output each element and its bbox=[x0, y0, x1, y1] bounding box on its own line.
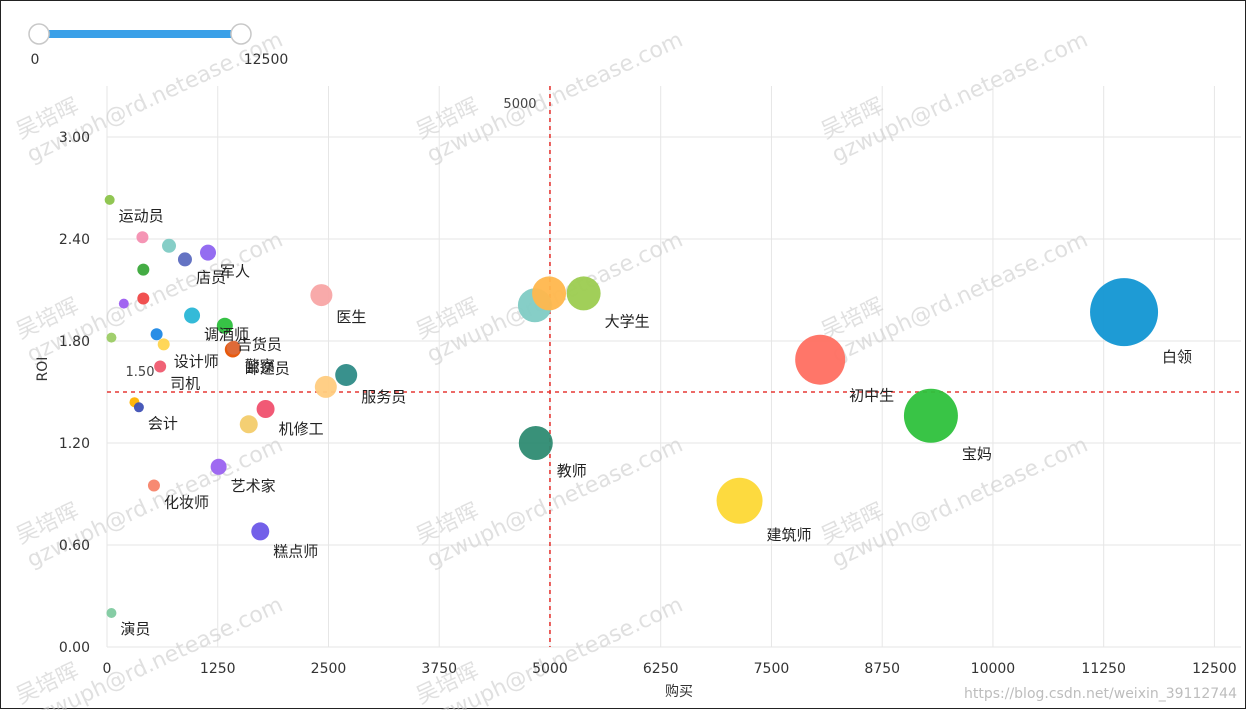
watermark-email: gzwuph@rd.netease.com bbox=[423, 592, 686, 710]
y-tick-label: 1.20 bbox=[59, 436, 90, 452]
point-label: 司机 bbox=[170, 375, 200, 393]
point-label: 服务员 bbox=[361, 388, 406, 406]
point-label: 教师 bbox=[557, 462, 587, 480]
x-tick-label: 8750 bbox=[864, 661, 900, 677]
data-point[interactable] bbox=[1090, 278, 1159, 347]
data-point[interactable] bbox=[518, 426, 553, 460]
x-tick-label: 5000 bbox=[532, 661, 568, 677]
credit-text: https://blog.csdn.net/weixin_39112744 bbox=[964, 686, 1237, 702]
range-slider[interactable]: 0 12500 bbox=[28, 23, 289, 68]
point-label: 艺术家 bbox=[231, 477, 276, 495]
data-point[interactable] bbox=[104, 194, 115, 205]
point-label: 白领 bbox=[1162, 348, 1192, 366]
point-label: 初中生 bbox=[849, 387, 894, 405]
point-label: 机修工 bbox=[279, 420, 324, 438]
data-point[interactable] bbox=[310, 284, 333, 307]
data-point[interactable] bbox=[136, 231, 149, 244]
data-point[interactable] bbox=[335, 364, 358, 386]
point-label: 军人 bbox=[220, 263, 250, 281]
x-tick-label: 3750 bbox=[421, 661, 457, 677]
point-label: 警察 bbox=[245, 357, 275, 375]
reference-lines: 5000 1.50 bbox=[107, 86, 1241, 647]
point-label: 店员 bbox=[196, 268, 226, 286]
data-point[interactable] bbox=[150, 328, 163, 341]
point-label: 告货员 bbox=[237, 336, 282, 354]
y-tick-label: 3.00 bbox=[59, 130, 90, 146]
data-point[interactable] bbox=[177, 252, 192, 267]
y-tick-label: 2.40 bbox=[59, 232, 90, 248]
slider-max-label: 12500 bbox=[244, 52, 289, 68]
ref-line-x-label: 5000 bbox=[503, 97, 536, 112]
data-point[interactable] bbox=[210, 458, 227, 475]
ref-line-y-label: 1.50 bbox=[126, 365, 155, 380]
y-tick-label: 0.60 bbox=[59, 538, 90, 554]
y-tick-label: 1.80 bbox=[59, 334, 90, 350]
slider-min-handle[interactable] bbox=[28, 23, 50, 45]
x-tick-label: 12500 bbox=[1192, 661, 1237, 677]
point-label: 调酒师 bbox=[204, 326, 249, 344]
data-point[interactable] bbox=[147, 479, 160, 492]
axes: 0 1250 2500 3750 5000 6250 7500 8750 10000 11250 1… bbox=[59, 130, 1237, 677]
data-point[interactable] bbox=[566, 276, 601, 311]
data-point[interactable] bbox=[157, 338, 170, 351]
data-point[interactable] bbox=[226, 340, 241, 355]
data-point[interactable] bbox=[154, 360, 167, 373]
x-tick-label: 2500 bbox=[311, 661, 347, 677]
slider-max-handle[interactable] bbox=[230, 23, 252, 45]
data-point[interactable] bbox=[162, 238, 177, 253]
x-tick-label: 11250 bbox=[1081, 661, 1126, 677]
x-tick-label: 1250 bbox=[200, 661, 236, 677]
point-label: 邮递员 bbox=[245, 360, 290, 378]
point-label: 会计 bbox=[148, 414, 178, 432]
data-point[interactable] bbox=[106, 332, 117, 343]
data-point[interactable] bbox=[903, 388, 958, 443]
x-tick-label: 6250 bbox=[643, 661, 679, 677]
x-axis-title: 购买 bbox=[665, 684, 693, 700]
y-axis-title: ROI bbox=[35, 357, 51, 382]
x-tick-label: 10000 bbox=[971, 661, 1016, 677]
slider-min-label: 0 bbox=[31, 52, 40, 68]
data-points bbox=[104, 194, 1159, 618]
grid-lines bbox=[106, 86, 1241, 648]
point-label: 化妆师 bbox=[164, 494, 209, 512]
data-point[interactable] bbox=[716, 477, 763, 524]
x-tick-label: 0 bbox=[103, 661, 112, 677]
point-label: 糕点师 bbox=[273, 542, 318, 560]
data-point[interactable] bbox=[118, 298, 129, 309]
point-label: 设计师 bbox=[174, 352, 219, 370]
data-point[interactable] bbox=[256, 400, 275, 418]
data-point[interactable] bbox=[795, 334, 846, 385]
data-point[interactable] bbox=[106, 608, 117, 618]
y-tick-label: 0.00 bbox=[59, 640, 90, 656]
point-label: 运动员 bbox=[119, 207, 164, 225]
point-label: 演员 bbox=[120, 620, 150, 638]
data-point[interactable] bbox=[137, 263, 150, 276]
data-point[interactable] bbox=[314, 375, 337, 398]
data-point[interactable] bbox=[216, 317, 233, 334]
point-label: 大学生 bbox=[605, 312, 650, 330]
point-label: 医生 bbox=[336, 308, 366, 326]
data-point[interactable] bbox=[239, 415, 258, 434]
data-point[interactable] bbox=[184, 307, 201, 324]
x-tick-label: 7500 bbox=[754, 661, 790, 677]
data-point[interactable] bbox=[199, 244, 216, 261]
point-label: 宝妈 bbox=[962, 445, 992, 463]
data-point[interactable] bbox=[532, 276, 567, 311]
point-label: 建筑师 bbox=[767, 526, 812, 544]
data-point[interactable] bbox=[133, 402, 144, 413]
data-point[interactable] bbox=[251, 522, 270, 541]
data-point[interactable] bbox=[137, 292, 150, 305]
